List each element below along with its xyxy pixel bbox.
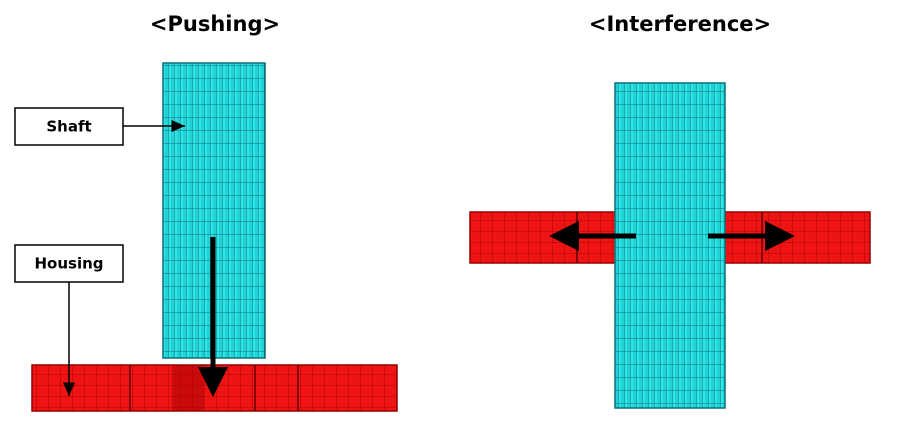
housing-contact <box>172 365 204 411</box>
shaft-label-box <box>14 107 124 146</box>
title-pushing: <Pushing> <box>150 12 280 36</box>
shaft-mesh-right <box>614 82 726 409</box>
housing-label: Housing <box>34 255 103 273</box>
housing-label-box <box>14 244 124 283</box>
shaft-label: Shaft <box>46 118 91 136</box>
title-interference: <Interference> <box>589 12 771 36</box>
